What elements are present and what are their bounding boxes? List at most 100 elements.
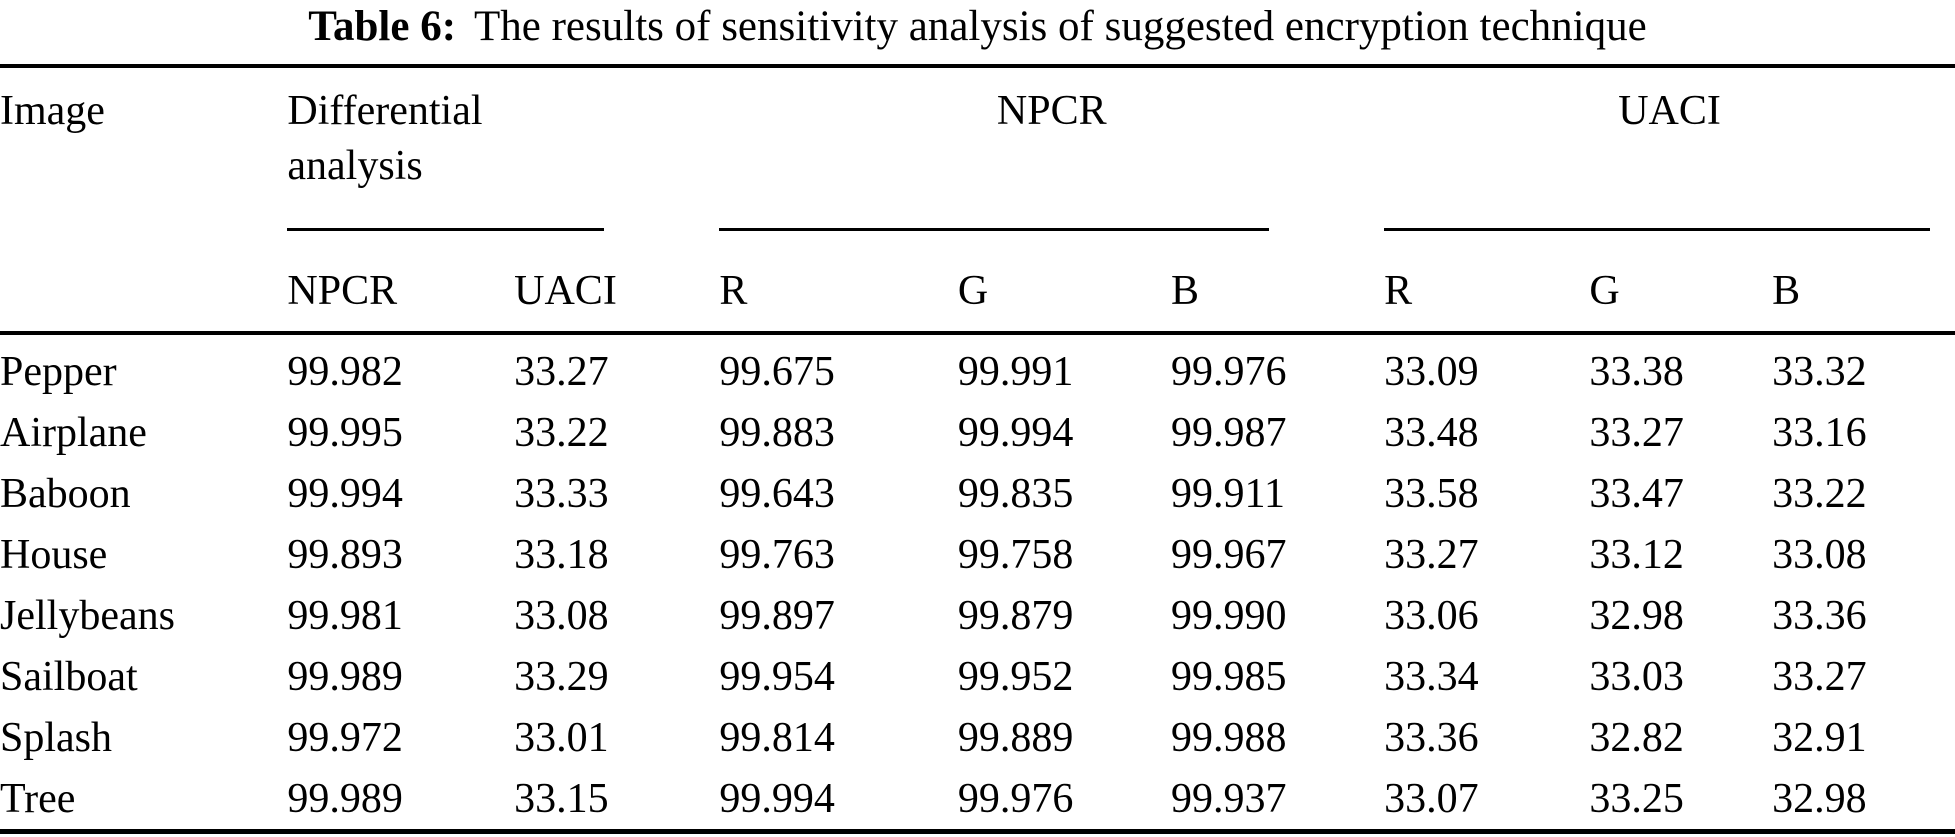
value-cell: 99.994 <box>287 470 403 517</box>
table-row: Airplane 99.995 33.22 99.883 99.994 99.9… <box>0 402 1955 463</box>
value-cell: 33.03 <box>1589 653 1684 700</box>
sub-header-row: NPCR UACI R G B R G B <box>0 231 1955 336</box>
differential-analysis-rule <box>287 228 605 232</box>
header-npcr-g: G <box>957 231 1171 336</box>
table-caption-text: The results of sensitivity analysis of s… <box>474 3 1647 50</box>
group-differential-analysis: Differential analysis <box>287 66 719 193</box>
table-row: Pepper 99.982 33.27 99.675 99.991 99.976… <box>0 333 1955 402</box>
table-row: House 99.893 33.18 99.763 99.758 99.967 … <box>0 524 1955 585</box>
value-cell: 33.33 <box>514 470 609 517</box>
header-diff-uaci: UACI <box>514 231 720 336</box>
value-cell: 99.814 <box>719 714 835 761</box>
value-cell: 33.15 <box>514 775 609 822</box>
value-cell: 99.675 <box>719 348 835 395</box>
value-cell: 33.32 <box>1772 348 1867 395</box>
table-row: Baboon 99.994 33.33 99.643 99.835 99.911… <box>0 463 1955 524</box>
table-caption-label: Table 6: <box>308 3 457 50</box>
value-cell: 33.34 <box>1384 653 1479 700</box>
value-cell: 33.48 <box>1384 409 1479 456</box>
value-cell: 33.22 <box>514 409 609 456</box>
value-cell: 33.09 <box>1384 348 1479 395</box>
value-cell: 99.991 <box>957 348 1074 395</box>
spanner-rule-row <box>0 193 1955 232</box>
spanner-rule-cell <box>719 193 1384 232</box>
value-cell: 99.889 <box>957 714 1074 761</box>
value-cell: 33.08 <box>514 592 609 639</box>
sensitivity-results-table: Image Differential analysis NPCR UACI NP… <box>0 64 1955 835</box>
value-cell: 99.987 <box>1171 409 1287 456</box>
spanner-rule-cell <box>287 193 719 232</box>
value-cell: 33.47 <box>1589 470 1684 517</box>
header-uaci-r: R <box>1384 231 1590 336</box>
value-cell: 99.990 <box>1171 592 1287 639</box>
header-npcr-r: R <box>719 231 958 336</box>
value-cell: 99.989 <box>287 653 403 700</box>
value-cell: 33.27 <box>1589 409 1684 456</box>
value-cell: 33.29 <box>514 653 609 700</box>
value-cell: 33.18 <box>514 531 609 578</box>
group-differential-analysis-label: Differential analysis <box>287 88 483 189</box>
value-cell: 99.988 <box>1171 714 1287 761</box>
value-cell: 99.995 <box>287 409 403 456</box>
value-cell: 33.08 <box>1772 531 1867 578</box>
value-cell: 33.38 <box>1589 348 1684 395</box>
row-label: Airplane <box>0 409 147 456</box>
value-cell: 33.06 <box>1384 592 1479 639</box>
table-row: Jellybeans 99.981 33.08 99.897 99.879 99… <box>0 585 1955 646</box>
value-cell: 33.27 <box>1384 531 1479 578</box>
value-cell: 99.937 <box>1171 775 1287 822</box>
table-row: Tree 99.989 33.15 99.994 99.976 99.937 3… <box>0 768 1955 832</box>
value-cell: 99.967 <box>1171 531 1287 578</box>
group-npcr: NPCR <box>996 88 1107 134</box>
value-cell: 99.835 <box>957 470 1074 517</box>
header-npcr-b: B <box>1171 231 1385 336</box>
value-cell: 99.643 <box>719 470 835 517</box>
header-diff-npcr: NPCR <box>287 231 515 336</box>
value-cell: 99.985 <box>1171 653 1287 700</box>
value-cell: 99.972 <box>287 714 403 761</box>
value-cell: 33.36 <box>1772 592 1867 639</box>
table-caption: Table 6: The results of sensitivity analy… <box>0 0 1955 64</box>
value-cell: 33.16 <box>1772 409 1867 456</box>
value-cell: 33.25 <box>1589 775 1684 822</box>
row-label: House <box>0 531 108 578</box>
header-uaci-g: G <box>1589 231 1773 336</box>
row-label: Tree <box>0 775 76 822</box>
value-cell: 99.994 <box>719 775 835 822</box>
row-label: Jellybeans <box>0 592 175 639</box>
value-cell: 99.897 <box>719 592 835 639</box>
value-cell: 99.758 <box>957 531 1074 578</box>
value-cell: 99.976 <box>957 775 1074 822</box>
value-cell: 33.58 <box>1384 470 1479 517</box>
value-cell: 32.91 <box>1772 714 1867 761</box>
npcr-rule <box>719 228 1270 232</box>
value-cell: 99.994 <box>957 409 1074 456</box>
row-label: Sailboat <box>0 653 138 700</box>
row-label: Pepper <box>0 348 117 395</box>
value-cell: 99.893 <box>287 531 403 578</box>
value-cell: 33.22 <box>1772 470 1867 517</box>
table-row: Splash 99.972 33.01 99.814 99.889 99.988… <box>0 707 1955 768</box>
value-cell: 33.01 <box>514 714 609 761</box>
value-cell: 33.27 <box>1772 653 1867 700</box>
value-cell: 99.879 <box>957 592 1074 639</box>
uaci-rule <box>1384 228 1930 232</box>
value-cell: 32.98 <box>1589 592 1684 639</box>
value-cell: 33.36 <box>1384 714 1479 761</box>
header-image: Image <box>0 66 288 336</box>
value-cell: 33.27 <box>514 348 609 395</box>
value-cell: 99.952 <box>957 653 1074 700</box>
value-cell: 99.981 <box>287 592 403 639</box>
table-row: Sailboat 99.989 33.29 99.954 99.952 99.9… <box>0 646 1955 707</box>
group-header-row: Image Differential analysis NPCR UACI <box>0 66 1955 336</box>
value-cell: 99.763 <box>719 531 835 578</box>
value-cell: 99.883 <box>719 409 835 456</box>
value-cell: 99.982 <box>287 348 403 395</box>
value-cell: 32.98 <box>1772 775 1867 822</box>
value-cell: 99.989 <box>287 775 403 822</box>
row-label: Baboon <box>0 470 131 517</box>
row-label: Splash <box>0 714 113 761</box>
value-cell: 99.976 <box>1171 348 1287 395</box>
header-uaci-b: B <box>1772 231 1955 336</box>
